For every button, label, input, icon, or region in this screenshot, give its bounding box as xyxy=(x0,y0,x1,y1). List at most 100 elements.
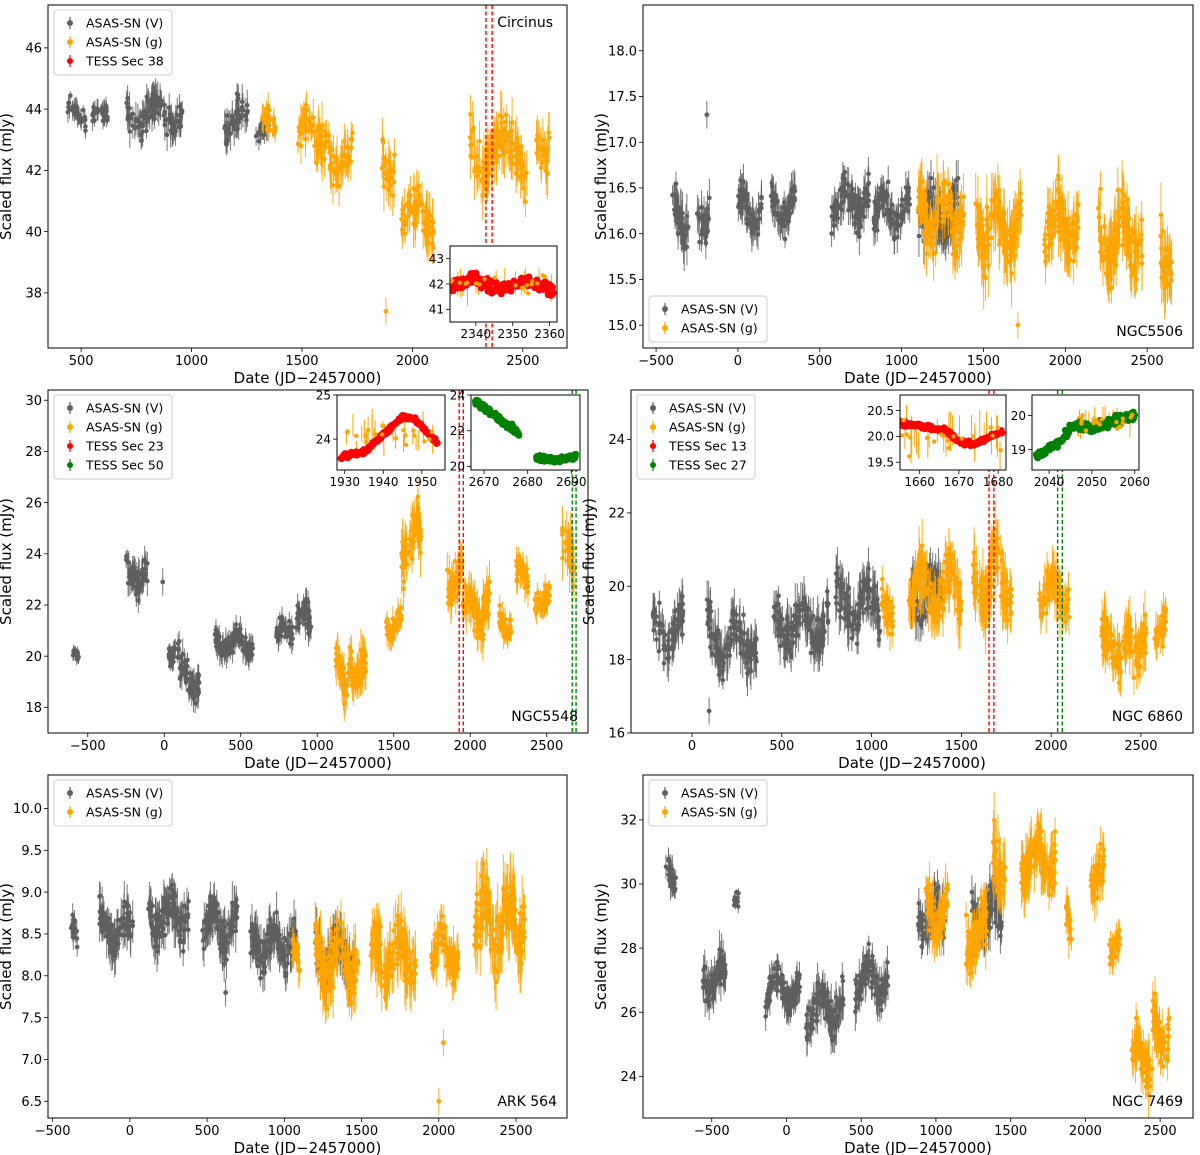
data-point xyxy=(1125,226,1131,232)
data-point xyxy=(407,536,413,542)
data-point xyxy=(961,194,966,200)
inset-asas-point xyxy=(519,285,525,291)
x-tick-label: 1000 xyxy=(301,739,334,754)
data-point xyxy=(401,564,407,570)
outlier-point xyxy=(1015,322,1021,328)
data-point xyxy=(905,193,911,199)
data-point xyxy=(996,241,1002,247)
data-point xyxy=(1130,228,1135,234)
data-point xyxy=(1001,218,1007,223)
data-point xyxy=(981,262,986,268)
data-point xyxy=(891,236,897,242)
data-point xyxy=(699,232,704,237)
data-point xyxy=(1058,237,1063,243)
data-point xyxy=(933,250,938,255)
data-point xyxy=(486,171,492,177)
y-tick-label: 43 xyxy=(429,252,444,266)
data-point xyxy=(856,222,862,228)
data-point xyxy=(1064,250,1069,256)
data-point xyxy=(1134,277,1139,282)
inset-asas-point xyxy=(534,281,540,286)
y-tick-label: 15.5 xyxy=(608,273,637,288)
data-point xyxy=(840,175,846,181)
data-point xyxy=(546,135,552,141)
data-point xyxy=(857,198,863,204)
data-point xyxy=(978,224,983,230)
data-point xyxy=(343,144,348,149)
data-point xyxy=(235,92,241,98)
data-point xyxy=(239,99,245,105)
inset-asas-point xyxy=(513,283,518,288)
data-point xyxy=(380,139,386,145)
data-point xyxy=(410,525,416,530)
data-point xyxy=(949,229,955,234)
data-point xyxy=(233,622,239,627)
data-point xyxy=(1117,223,1122,229)
inset-plot xyxy=(450,267,557,306)
data-point xyxy=(468,112,473,117)
data-point xyxy=(707,195,712,201)
data-point xyxy=(740,205,746,210)
data-point xyxy=(1139,260,1145,266)
data-point xyxy=(126,113,132,118)
data-point xyxy=(130,564,136,570)
data-point xyxy=(1121,224,1127,230)
data-point xyxy=(448,602,454,607)
data-point xyxy=(905,208,911,214)
inset-1: 2340 2350 2360 41 42 43 xyxy=(429,245,565,341)
inset-asas-point xyxy=(473,280,479,286)
y-tick-label: 30 xyxy=(25,394,42,409)
data-point xyxy=(402,540,408,545)
data-point xyxy=(326,139,331,145)
series-asas-sn-g- xyxy=(259,90,552,265)
x-tick-label: 2500 xyxy=(506,354,539,369)
data-point xyxy=(256,131,262,136)
data-point xyxy=(941,181,946,186)
legend-marker xyxy=(67,58,73,64)
data-point xyxy=(357,679,363,685)
data-point xyxy=(287,641,293,646)
data-point xyxy=(385,624,391,629)
data-point xyxy=(1043,259,1048,264)
x-tick-label: −500 xyxy=(638,354,674,369)
data-point xyxy=(739,195,745,201)
data-point xyxy=(296,125,302,130)
data-point xyxy=(839,186,845,192)
plot-area xyxy=(670,101,1174,339)
data-point xyxy=(1075,202,1081,207)
data-point xyxy=(379,165,385,171)
data-point xyxy=(1053,199,1058,204)
data-point xyxy=(523,199,528,204)
x-tick-label: 500 xyxy=(69,354,94,369)
data-point xyxy=(842,194,848,199)
legend-marker xyxy=(67,39,73,45)
data-point xyxy=(179,666,185,672)
inset-tess-point xyxy=(549,283,556,291)
data-point xyxy=(166,105,172,110)
y-axis-label: Scaled flux (mJy) xyxy=(0,113,15,240)
data-point xyxy=(541,150,547,156)
y-tick-label: 28 xyxy=(25,445,42,460)
data-point xyxy=(230,122,236,128)
data-point xyxy=(402,204,407,209)
data-point xyxy=(304,102,309,108)
data-point xyxy=(239,638,245,644)
data-point xyxy=(240,648,246,654)
data-point xyxy=(498,113,503,119)
data-point xyxy=(680,210,685,216)
data-point xyxy=(509,120,515,125)
data-point xyxy=(386,634,392,639)
data-point xyxy=(1069,234,1075,239)
y-tick-label: 41 xyxy=(429,303,444,317)
data-point xyxy=(417,527,422,533)
data-point xyxy=(103,103,109,108)
data-point xyxy=(271,118,276,123)
panel-frame xyxy=(47,4,568,349)
data-point xyxy=(738,210,744,215)
panel-title: NGC5506 xyxy=(1116,324,1183,340)
data-point xyxy=(1115,187,1121,193)
data-point xyxy=(1160,268,1166,274)
data-point xyxy=(177,676,183,681)
x-tick-label: −500 xyxy=(70,739,106,754)
inset-frame xyxy=(449,245,558,323)
